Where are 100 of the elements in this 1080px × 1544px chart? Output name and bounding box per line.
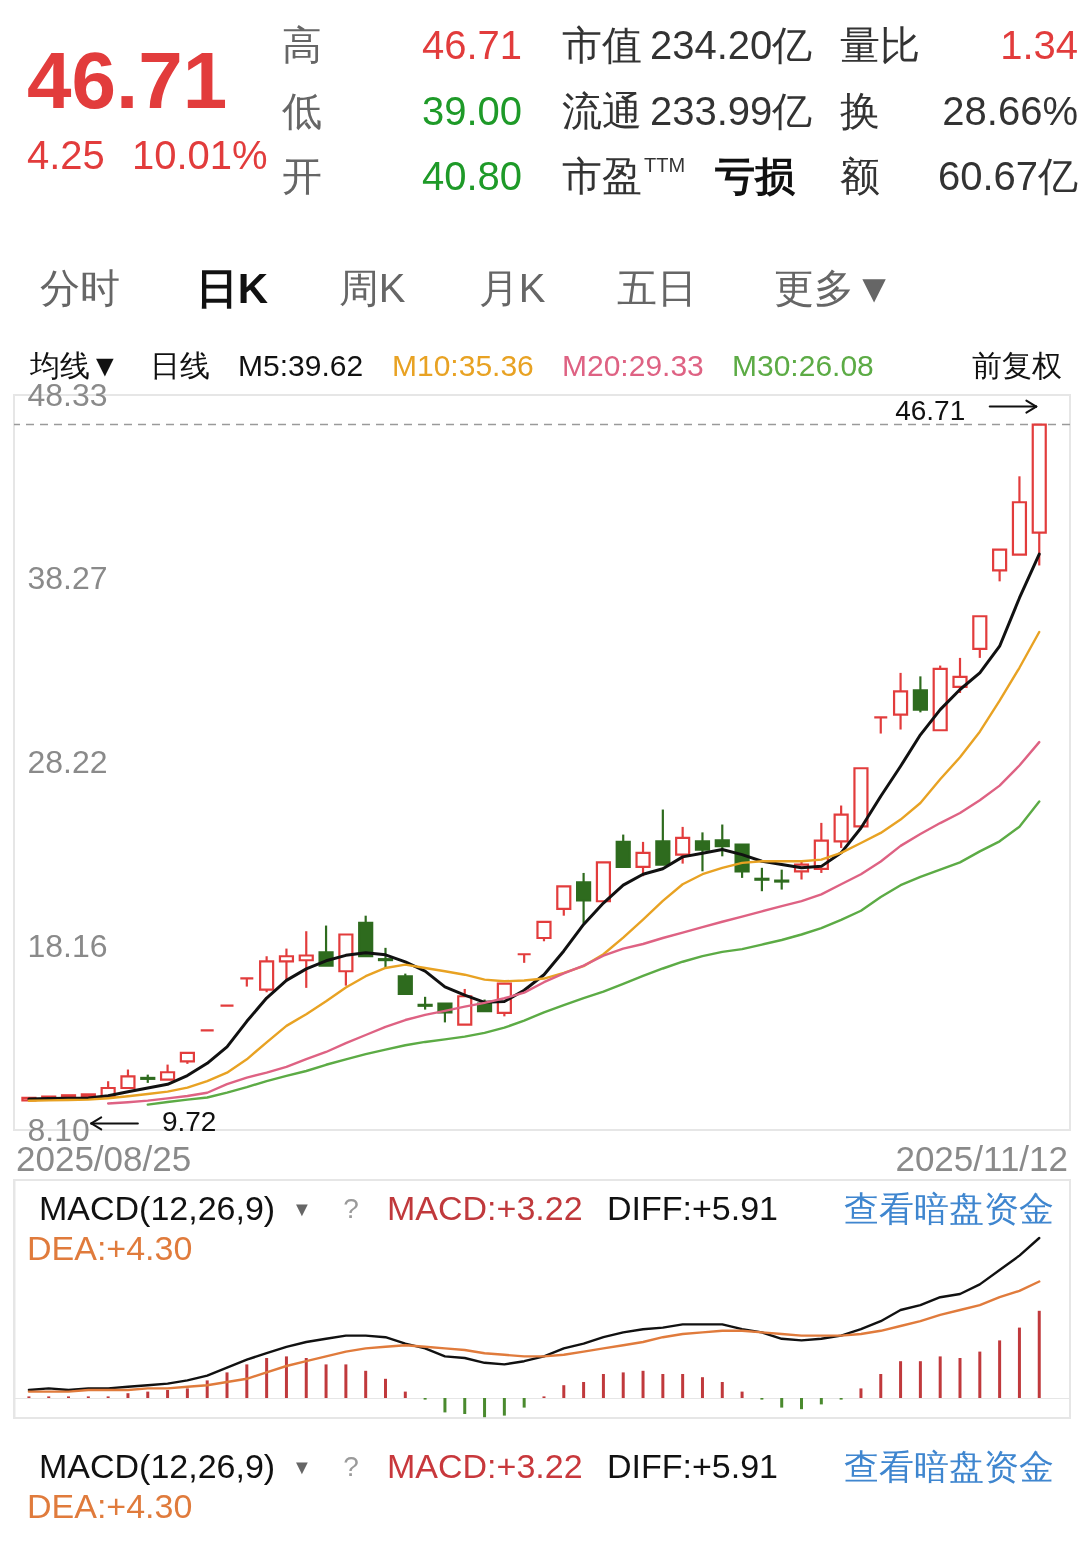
candlestick: [199, 1029, 215, 1032]
y-tick-label: 38.27: [27, 560, 108, 597]
text: M5:39.62: [238, 349, 364, 382]
text: 换: [840, 89, 880, 133]
bar: [1037, 1310, 1041, 1398]
text: ▼: [292, 1456, 312, 1478]
bar: [740, 1391, 744, 1398]
text: 46.71: [27, 36, 228, 125]
y-tick-label: 8.10: [27, 1111, 90, 1148]
text: 更多▼: [774, 266, 894, 310]
text: DEA:+4.30: [27, 1487, 193, 1525]
text: 流通: [562, 89, 642, 133]
bar: [463, 1398, 467, 1414]
bar: [819, 1398, 823, 1405]
candlestick: [298, 930, 314, 989]
bar: [284, 1356, 288, 1398]
bar: [700, 1377, 704, 1398]
bar: [166, 1390, 170, 1398]
text: DIFF:+5.91: [607, 1447, 779, 1485]
candlestick: [41, 1095, 57, 1100]
text: 日线: [150, 349, 210, 382]
candlestick: [80, 1093, 96, 1098]
bar: [245, 1364, 249, 1398]
bar: [502, 1398, 506, 1416]
text: ▼: [292, 1198, 312, 1220]
text: 量比: [840, 23, 920, 67]
text: ?: [343, 1193, 359, 1224]
bar: [978, 1351, 982, 1398]
annotation: 46.71: [895, 394, 966, 426]
text: 周K: [338, 266, 406, 310]
text: 日K: [195, 265, 269, 312]
bar: [185, 1388, 189, 1398]
y-tick-label: 18.16: [27, 927, 108, 964]
bar: [403, 1391, 407, 1398]
candlestick: [694, 831, 711, 873]
bar: [582, 1382, 586, 1398]
bar: [126, 1393, 130, 1398]
text: MACD:+3.22: [387, 1189, 583, 1227]
candlestick: [892, 671, 909, 731]
candlestick: [1031, 423, 1047, 567]
y-tick-label: 28.22: [27, 743, 108, 780]
text: 五日: [617, 266, 697, 310]
text: 40.80: [421, 154, 522, 198]
bar: [661, 1374, 665, 1398]
bar: [800, 1398, 804, 1410]
bar: [899, 1361, 903, 1398]
text: 234.20亿: [650, 23, 813, 67]
text: DIFF:+5.91: [607, 1189, 779, 1227]
text: 额: [840, 154, 880, 198]
text: M20:29.33: [562, 349, 704, 382]
bar: [601, 1374, 605, 1398]
bar: [324, 1364, 328, 1398]
bar: [364, 1370, 368, 1398]
text: DEA:+4.30: [27, 1229, 193, 1267]
text: MACD(12,26,9): [39, 1447, 276, 1485]
text: 4.25: [27, 133, 105, 177]
text: 查看暗盘资金: [844, 1189, 1054, 1228]
text: 1.34: [1000, 23, 1078, 67]
bar: [958, 1358, 962, 1398]
text: 2025/11/12: [895, 1139, 1068, 1178]
bar: [720, 1382, 724, 1398]
text: 月K: [478, 266, 546, 310]
candlestick: [655, 808, 671, 866]
bar: [621, 1372, 625, 1398]
chart-title: MACD(12,26,9): [39, 1189, 276, 1227]
bar: [918, 1361, 922, 1398]
line-series: [106, 740, 1041, 1105]
bar: [522, 1398, 526, 1408]
candlestick: [60, 1094, 77, 1099]
candlestick: [595, 861, 612, 903]
text: 46.71: [421, 23, 522, 67]
bar: [225, 1372, 229, 1398]
bar: [384, 1378, 387, 1398]
bar: [265, 1358, 269, 1398]
text: 开: [282, 154, 322, 198]
text: 60.67亿: [937, 154, 1078, 198]
bar: [998, 1340, 1002, 1398]
candlestick: [1011, 475, 1028, 556]
bar: [146, 1391, 150, 1398]
bar: [859, 1388, 863, 1398]
text: 市值: [562, 23, 642, 67]
text: 查看暗盘资金: [844, 1447, 1054, 1486]
text: 233.99亿: [650, 89, 813, 133]
candlestick: [853, 767, 869, 828]
text: 28.66%: [942, 89, 1078, 133]
bar: [443, 1398, 447, 1413]
bar: [562, 1385, 566, 1398]
candlestick: [219, 1004, 235, 1007]
text: M30:26.08: [732, 349, 874, 382]
text: 亏损: [715, 154, 796, 198]
bar: [483, 1398, 487, 1418]
bar: [344, 1364, 348, 1398]
bar: [879, 1374, 883, 1398]
text: MACD:+3.22: [387, 1447, 583, 1485]
bar: [780, 1398, 784, 1408]
bar: [304, 1358, 308, 1398]
annotation: 9.72: [161, 1106, 217, 1138]
bar: [938, 1356, 942, 1398]
text: 前复权: [972, 349, 1062, 382]
bar: [641, 1370, 645, 1398]
